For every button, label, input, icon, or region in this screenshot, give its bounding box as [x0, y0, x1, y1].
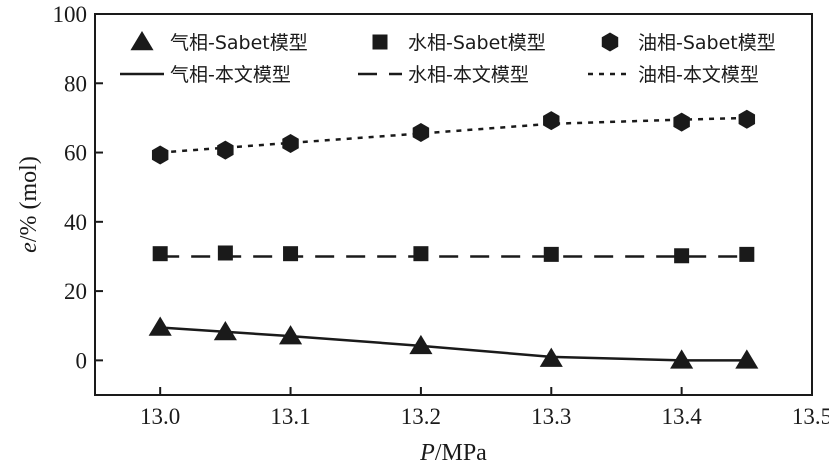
water-sabet-point — [283, 246, 299, 262]
legend-gas-sabet-marker — [130, 31, 154, 51]
x-axis-title-unit: /MPa — [435, 440, 487, 466]
gas-sabet-point — [148, 316, 172, 336]
legend-oil-sabet-marker — [601, 32, 619, 52]
x-tick-label: 13.5 — [792, 404, 829, 429]
legend-water-sabet-marker — [372, 34, 388, 50]
y-tick-label: 0 — [76, 348, 88, 373]
gas-sabet-point — [735, 349, 759, 369]
oil-sabet-point — [151, 145, 169, 165]
gas-model-line — [160, 326, 747, 362]
legend-gas-sabet-label: 气相-Sabet模型 — [170, 32, 308, 54]
axes: 13.0 13.1 13.2 13.3 13.4 13.5 0 20 40 60 80 100 — [53, 2, 829, 429]
legend-oil-sabet-label: 油相-Sabet模型 — [638, 32, 776, 54]
gas-sabet-point — [278, 325, 303, 345]
x-tick-label: 13.1 — [270, 404, 310, 429]
x-axis-title: P/MPa — [419, 440, 487, 466]
gas-sabet-point — [539, 347, 563, 367]
y-tick-label: 20 — [64, 279, 87, 304]
legend-water-model-label: 水相-本文模型 — [408, 64, 529, 86]
y-tick-label: 40 — [64, 210, 87, 235]
y-tick-label: 100 — [53, 2, 88, 27]
oil-sabet-point — [282, 134, 299, 154]
legend-oil-model-label: 油相-本文模型 — [638, 64, 759, 86]
water-sabet-point — [674, 248, 690, 264]
y-axis-title: e/% (mol) — [16, 156, 42, 253]
oil-sabet-point — [543, 111, 560, 131]
water-sabet-point — [739, 246, 755, 262]
x-tick-label: 13.3 — [531, 404, 571, 429]
y-axis-title-unit: /% (mol) — [16, 156, 42, 242]
y-axis-title-symbol: e — [16, 242, 42, 253]
oil-sabet-point — [738, 109, 756, 129]
plot-area — [148, 109, 759, 369]
y-tick-label: 60 — [64, 141, 87, 166]
oil-sabet-point — [217, 140, 234, 160]
oil-sabet-point — [673, 112, 690, 132]
y-tick-label: 80 — [64, 71, 87, 96]
oil-model-line — [160, 116, 747, 154]
gas-sabet-point — [409, 334, 433, 355]
water-sabet-point — [217, 245, 233, 261]
gas-sabet-point — [213, 320, 237, 341]
oil-sabet-point — [412, 122, 430, 142]
legend-water-sabet-label: 水相-Sabet模型 — [408, 32, 546, 54]
x-tick-label: 13.0 — [140, 404, 180, 429]
gas-sabet-point — [670, 349, 694, 369]
plot-frame — [94, 13, 813, 396]
x-tick-label: 13.4 — [662, 404, 703, 429]
x-tick-label: 13.2 — [401, 404, 441, 429]
water-sabet-point — [543, 246, 559, 262]
water-sabet-point — [413, 246, 429, 262]
x-axis-title-symbol: P — [419, 440, 435, 466]
water-sabet-point — [152, 246, 168, 262]
legend-gas-model-label: 气相-本文模型 — [170, 64, 291, 86]
